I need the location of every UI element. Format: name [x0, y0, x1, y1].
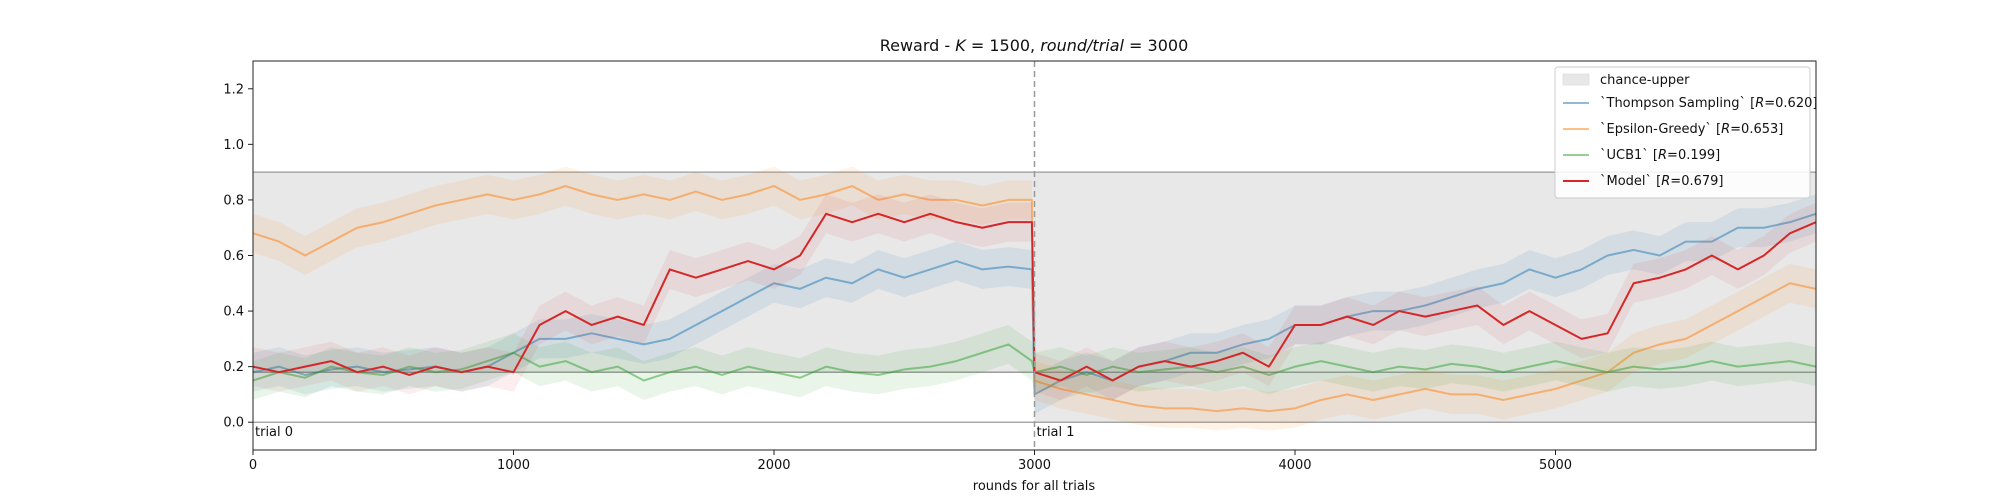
x-axis-ticks: 0 1000 2000 3000 4000 5000 — [249, 450, 1572, 473]
y-tick-label: 0.6 — [223, 249, 244, 264]
x-tick-label: 5000 — [1539, 458, 1572, 473]
y-tick-label: 1.2 — [223, 82, 244, 97]
legend-swatch-chance-upper — [1562, 73, 1590, 86]
x-axis-label: rounds for all trials — [973, 479, 1096, 494]
y-tick-label: 0.8 — [223, 193, 244, 208]
trial-label: trial 1 — [1037, 425, 1075, 440]
legend-label-model: `Model` [R=0.679] — [1600, 174, 1723, 189]
chart-title: Reward - K = 1500, round/trial = 3000 — [880, 36, 1189, 55]
legend-label-chance-upper: chance-upper — [1600, 73, 1690, 88]
trial-label: trial 0 — [255, 425, 293, 440]
y-tick-label: 0.4 — [223, 305, 244, 320]
legend-label-thompson: `Thompson Sampling` [R=0.620] — [1600, 96, 1817, 111]
y-axis-ticks: 0.0 0.2 0.4 0.6 0.8 1.0 1.2 — [223, 82, 253, 431]
plot-area — [253, 61, 1816, 450]
x-tick-label: 3000 — [1018, 458, 1051, 473]
y-tick-label: 1.0 — [223, 138, 244, 153]
y-tick-label: 0.0 — [223, 416, 244, 431]
y-tick-label: 0.2 — [223, 360, 244, 375]
trial-labels: trial 0 trial 1 — [255, 425, 1075, 440]
x-tick-label: 4000 — [1278, 458, 1311, 473]
x-tick-label: 0 — [249, 458, 257, 473]
series-spread-0 — [253, 194, 1816, 414]
legend-label-ucb1: `UCB1` [R=0.199] — [1600, 148, 1720, 163]
x-tick-label: 2000 — [757, 458, 790, 473]
legend: chance-upper `Thompson Sampling` [R=0.62… — [1554, 66, 1817, 199]
series-line-2 — [253, 343, 1816, 382]
x-tick-label: 1000 — [497, 458, 530, 473]
legend-label-epsilon: `Epsilon-Greedy` [R=0.653] — [1600, 122, 1783, 137]
chance-upper-band — [253, 172, 1816, 423]
legend-box — [1554, 66, 1811, 199]
series-line-3 — [253, 212, 1816, 382]
